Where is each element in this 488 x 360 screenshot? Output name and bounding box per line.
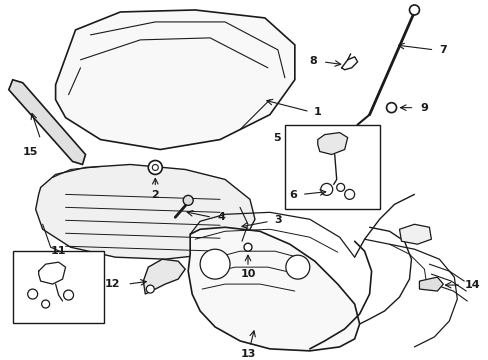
Text: 8: 8 <box>308 56 316 66</box>
Polygon shape <box>36 165 254 259</box>
Text: 15: 15 <box>23 147 38 157</box>
Text: 9: 9 <box>420 103 427 113</box>
Text: 3: 3 <box>273 215 281 225</box>
Bar <box>13 251 104 323</box>
Text: 4: 4 <box>217 212 224 222</box>
Circle shape <box>63 290 73 300</box>
Circle shape <box>336 183 344 192</box>
Circle shape <box>244 243 251 251</box>
Text: 5: 5 <box>272 132 280 143</box>
Polygon shape <box>143 259 185 294</box>
Polygon shape <box>317 132 347 154</box>
Circle shape <box>344 189 354 199</box>
Text: 14: 14 <box>464 280 479 290</box>
Text: 7: 7 <box>439 45 447 55</box>
Circle shape <box>41 300 49 308</box>
Circle shape <box>200 249 229 279</box>
Circle shape <box>152 165 158 170</box>
Text: 6: 6 <box>288 190 296 201</box>
Bar <box>285 125 379 209</box>
Circle shape <box>146 285 154 293</box>
Text: 11: 11 <box>51 246 66 256</box>
Circle shape <box>28 289 38 299</box>
Polygon shape <box>56 10 294 149</box>
Circle shape <box>408 5 419 15</box>
Text: 1: 1 <box>313 107 321 117</box>
Text: 2: 2 <box>151 190 159 201</box>
Text: 12: 12 <box>104 279 120 289</box>
Circle shape <box>183 195 193 205</box>
Circle shape <box>285 255 309 279</box>
Circle shape <box>148 161 162 175</box>
Text: 13: 13 <box>240 349 255 359</box>
Circle shape <box>386 103 396 113</box>
Polygon shape <box>419 277 443 291</box>
Polygon shape <box>9 80 85 165</box>
Polygon shape <box>188 227 359 351</box>
Polygon shape <box>399 224 430 244</box>
Text: 10: 10 <box>240 269 255 279</box>
Circle shape <box>320 183 332 195</box>
